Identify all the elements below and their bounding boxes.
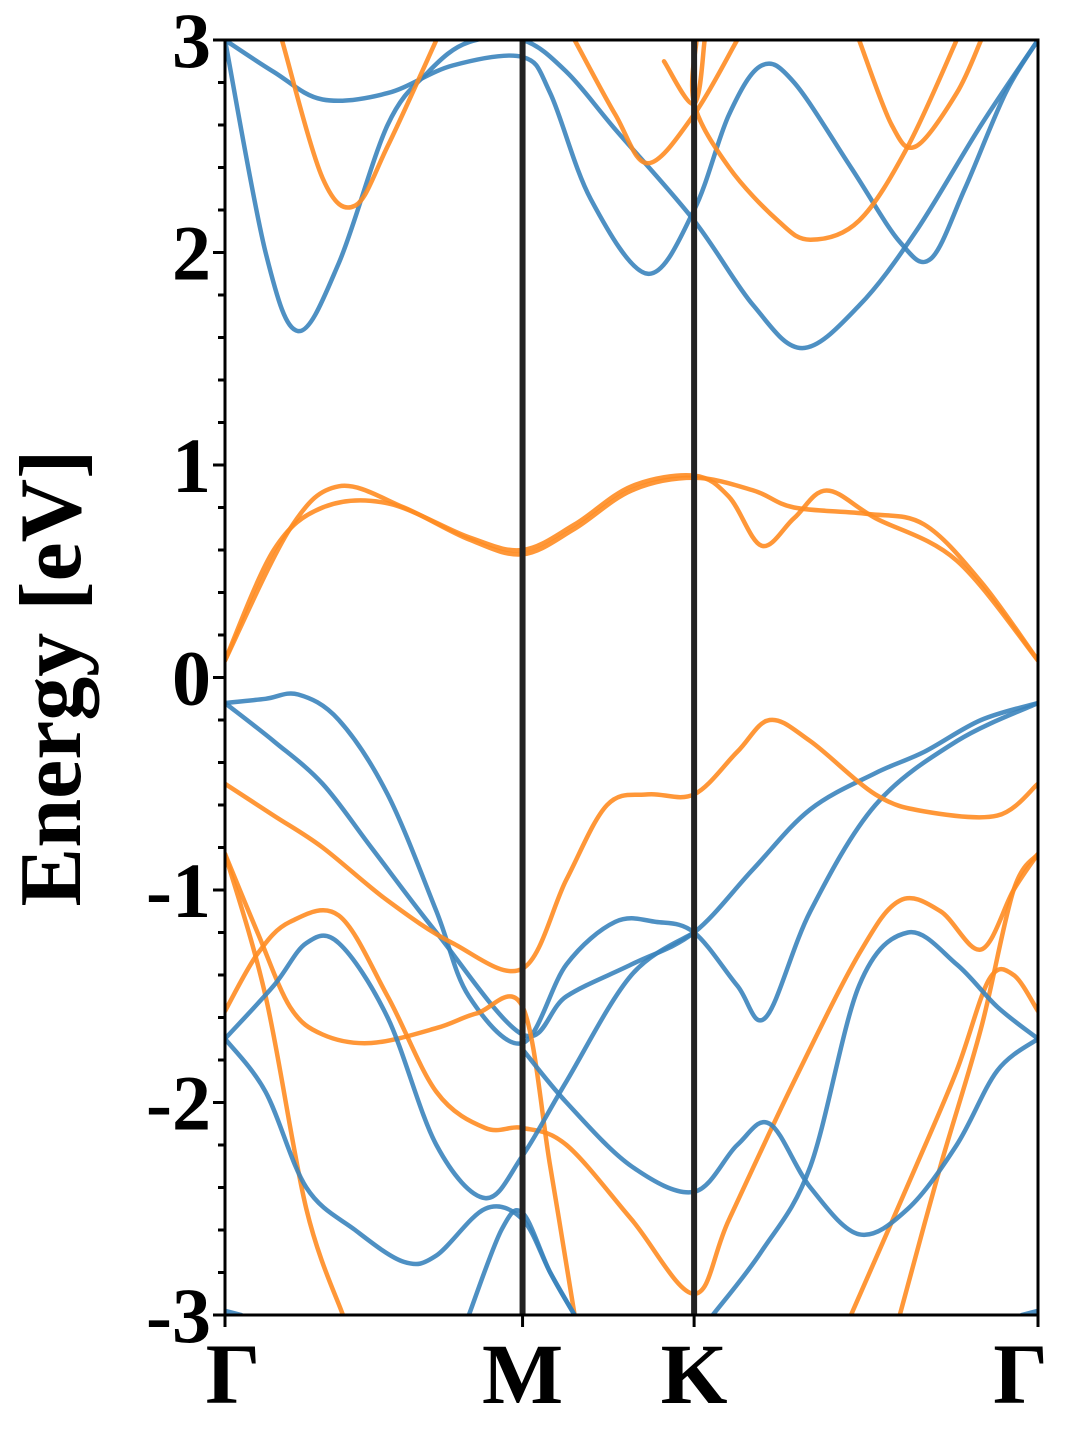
band-line-orange-16 (848, 966, 1038, 1315)
band-line-orange-13 (225, 851, 577, 1315)
band-line-blue-11 (225, 700, 1038, 1039)
high-symmetry-lines (519, 40, 698, 1315)
band-line-blue-18 (225, 930, 697, 1201)
y-tick-label: 2 (172, 210, 211, 297)
band-line-orange-3 (279, 40, 439, 210)
band-line-blue-22 (710, 930, 1038, 1315)
y-tick-label: 3 (172, 0, 211, 84)
band-line-orange-8 (225, 475, 1038, 663)
y-tick-label: -2 (146, 1060, 211, 1147)
band-line-orange-7 (856, 40, 984, 150)
band-line-orange-14 (225, 851, 1038, 1297)
y-tick-label: -1 (146, 847, 211, 934)
x-tick-label: K (661, 1326, 728, 1422)
x-tick-label: Γ (993, 1326, 1048, 1422)
band-line-orange-9 (225, 472, 1038, 663)
band-line-orange-4 (572, 40, 740, 166)
band-line-orange-6 (661, 40, 707, 106)
band-line-blue-21 (520, 1036, 1038, 1238)
x-tick-label: Γ (206, 1326, 261, 1422)
band-line-blue-10 (225, 691, 1038, 1046)
band-line-orange-12 (225, 717, 1038, 974)
band-line-orange-5 (689, 40, 959, 242)
y-tick-label: 0 (172, 635, 211, 722)
band-line-blue-1 (225, 40, 1038, 351)
y-tick-label: -3 (146, 1272, 211, 1359)
band-line-orange-17 (897, 851, 1038, 1315)
y-axis: 3 2 1 0 -1 -2 -3 (146, 0, 225, 1359)
band-line-orange-15 (225, 851, 346, 1315)
y-tick-label: 1 (172, 422, 211, 509)
series-layer (225, 40, 1038, 1315)
y-axis-label: Energy [eV] (3, 450, 100, 907)
x-tick-label: M (482, 1326, 563, 1422)
